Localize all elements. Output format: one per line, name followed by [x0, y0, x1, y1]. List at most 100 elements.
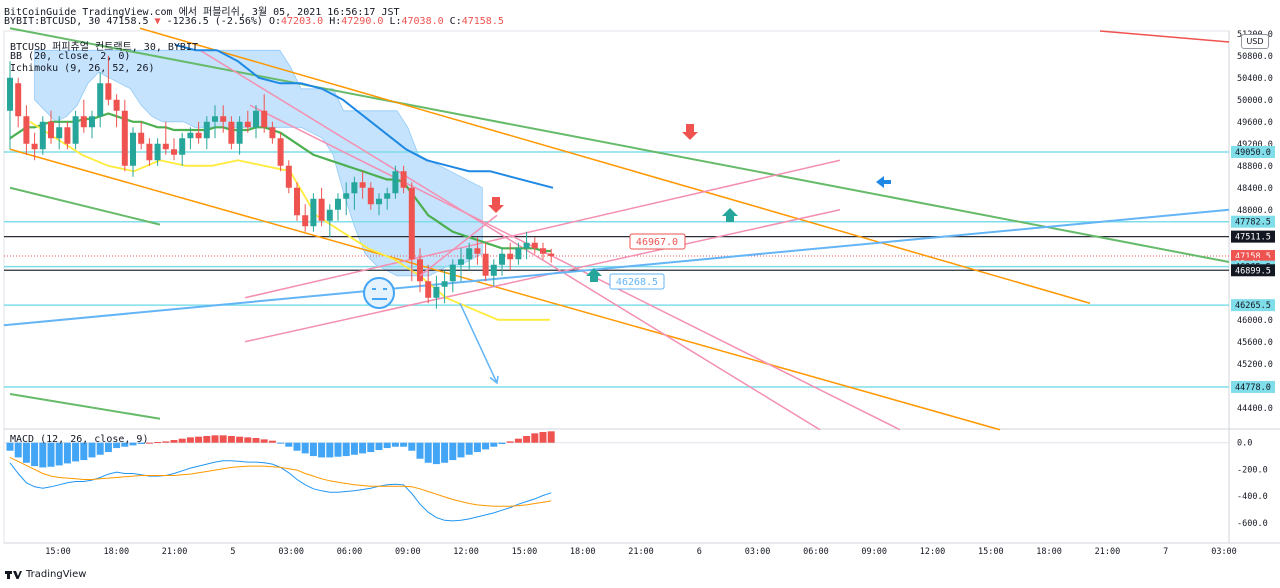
candle-body	[326, 209, 333, 221]
macd-histogram-bar	[252, 438, 260, 443]
candle-body	[408, 187, 415, 260]
candle-body	[400, 171, 407, 188]
macd-histogram-bar	[383, 442, 391, 449]
candle-body	[171, 149, 177, 155]
candle-body	[294, 187, 300, 216]
macd-histogram-bar	[55, 442, 63, 466]
tag-text: 46268.5	[616, 277, 658, 288]
candle-body	[162, 143, 169, 150]
neutral-face-icon	[363, 277, 395, 309]
candle-body	[80, 116, 87, 128]
candle-body	[138, 132, 145, 144]
macd-histogram-bar	[318, 442, 326, 458]
low-value: 47038.0	[401, 16, 444, 27]
time-tick-label: 21:00	[162, 547, 188, 557]
macd-histogram-bar	[186, 437, 194, 443]
time-tick-label: 7	[1163, 547, 1168, 557]
time-tick-label: 12:00	[453, 547, 479, 557]
left-arrow-icon	[876, 176, 891, 188]
price-label-box	[1231, 264, 1275, 277]
candle-body	[523, 242, 530, 249]
up-arrow-icon	[722, 208, 738, 222]
candle-body	[195, 132, 202, 139]
candle-body	[72, 116, 79, 144]
candle-body	[310, 198, 317, 227]
macd-histogram-bar	[47, 442, 55, 467]
macd-histogram-bar	[359, 442, 367, 454]
macd-histogram-bar	[80, 442, 88, 461]
candle-body	[458, 259, 464, 265]
tag-text: 46967.0	[636, 237, 678, 248]
macd-histogram-bar	[375, 442, 383, 451]
candle-body	[540, 248, 546, 254]
macd-histogram-bar	[350, 442, 358, 455]
macd-histogram-bar	[277, 442, 285, 444]
open-value: 47203.0	[281, 16, 324, 27]
macd-histogram-bar	[154, 442, 162, 444]
candle-body	[351, 182, 358, 194]
candle-body	[203, 121, 210, 139]
time-tick-label: 18:00	[570, 547, 596, 557]
face-features	[372, 288, 387, 300]
macd-histogram-bar	[539, 432, 547, 443]
candle-body	[15, 83, 22, 117]
price-tick-label: 50400.0	[1237, 74, 1273, 84]
high-value: 47290.0	[341, 16, 384, 27]
time-tick-label: 09:00	[395, 547, 421, 557]
down-triangle-icon: ▼	[154, 16, 161, 27]
candle-body	[146, 143, 153, 161]
candle-body	[269, 127, 276, 139]
time-tick-label: 03:00	[745, 547, 771, 557]
trend-line	[244, 209, 841, 343]
macd-histogram-bar	[326, 442, 334, 458]
high-label: H:	[329, 16, 342, 27]
macd-histogram-bar	[514, 438, 522, 443]
price-tick-label: 48800.0	[1237, 162, 1273, 172]
time-tick-label: 06:00	[803, 547, 829, 557]
macd-histogram-bar	[39, 442, 47, 468]
price-label-box	[1231, 299, 1275, 312]
candle-body	[392, 171, 399, 194]
macd-histogram-bar	[6, 442, 14, 451]
macd-histogram-bar	[145, 442, 153, 444]
macd-histogram-bar	[367, 442, 375, 453]
footer-brand: TradingView	[26, 569, 87, 580]
close-value: 47158.5	[461, 16, 504, 27]
candle-body	[417, 259, 423, 282]
down-arrow-icon	[488, 197, 504, 213]
candle-body	[7, 77, 13, 111]
trend-line	[139, 27, 1091, 304]
macd-histogram-bar	[104, 442, 112, 453]
macd-histogram-bar	[14, 442, 22, 458]
time-tick-label: 09:00	[861, 547, 887, 557]
price-label-box	[1231, 230, 1275, 243]
macd-histogram-bar	[203, 436, 211, 443]
change-value: -1236.5 (-2.56%)	[166, 16, 263, 27]
legend-ichimoku[interactable]: Ichimoku (9, 26, 52, 26)	[10, 63, 155, 74]
signal-line	[9, 456, 552, 507]
candle-body	[97, 83, 104, 117]
legend-bb[interactable]: BB (20, close, 2, 0)	[10, 51, 131, 62]
legend-title: BTCUSD 퍼피츄얼 컨트랙트, 30, BYBIT	[10, 42, 198, 53]
projection-arrow	[419, 214, 498, 277]
macd-histogram-bar	[236, 436, 244, 443]
candle-body	[433, 286, 440, 298]
price-tick-label: 50800.0	[1237, 52, 1273, 62]
currency-badge[interactable]: USD	[1241, 34, 1269, 49]
macd-histogram-bar	[285, 442, 293, 447]
macd-histogram-bar	[457, 442, 465, 458]
candle-body	[376, 198, 382, 205]
trend-line	[199, 49, 821, 431]
trend-line	[9, 148, 1001, 431]
candle-body	[56, 127, 63, 139]
candle-body	[228, 121, 235, 144]
legend-macd[interactable]: MACD (12, 26, close, 9)	[10, 434, 149, 445]
footer: TradingView	[4, 569, 86, 580]
price-label-box	[1231, 380, 1275, 393]
candle-body	[64, 127, 71, 144]
macd-histogram-bar	[260, 439, 268, 443]
candle-body	[302, 215, 309, 227]
symbol-label: BYBIT:BTCUSD, 30	[4, 16, 101, 27]
macd-tick-label: -600.0	[1237, 519, 1268, 529]
